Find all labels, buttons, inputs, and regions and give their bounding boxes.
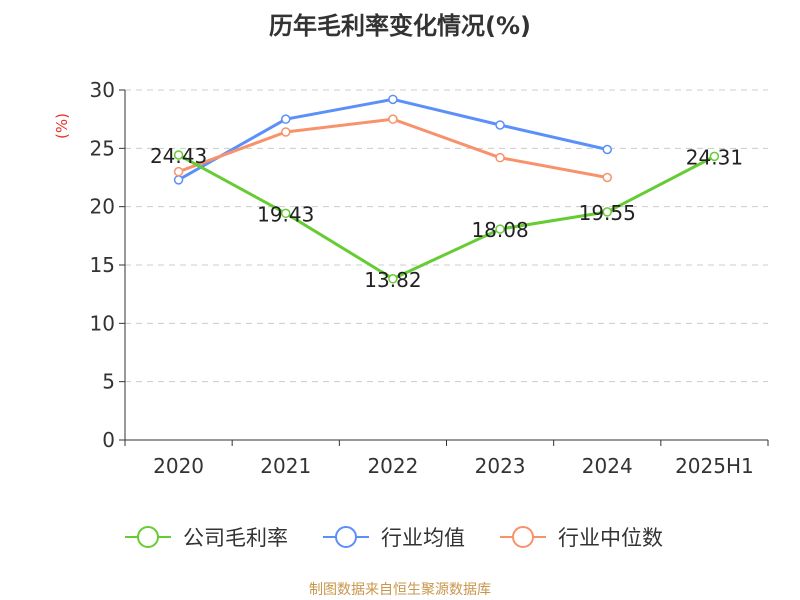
data-labels: 24.43 19.43 13.82 18.08 19.55 24.31 <box>150 144 743 292</box>
y-axis-label: (%) <box>53 113 71 139</box>
data-point <box>602 144 612 155</box>
data-point <box>602 207 612 217</box>
grid-lines <box>125 89 768 383</box>
x-tick-label: 2025H1 <box>675 454 754 478</box>
x-tick-label: 2020 <box>153 454 204 478</box>
series-lines <box>173 94 720 284</box>
data-point <box>388 274 398 284</box>
source-note: 制图数据来自恒生聚源数据库 <box>309 582 491 598</box>
y-tick-label: 10 <box>90 311 115 335</box>
x-tick-label: 2022 <box>367 454 418 478</box>
data-point <box>495 120 505 130</box>
data-point <box>173 175 184 185</box>
x-tick-label: 2024 <box>582 454 633 478</box>
data-point <box>388 114 398 124</box>
legend-marker <box>512 526 534 548</box>
y-tick-label: 25 <box>90 136 115 160</box>
data-point <box>388 94 398 105</box>
data-point <box>173 166 184 177</box>
data-point <box>495 152 505 163</box>
y-tick-label: 0 <box>102 428 115 452</box>
data-label: 19.43 <box>257 202 314 226</box>
legend-label: 行业中位数 <box>558 526 663 550</box>
data-point <box>709 151 720 162</box>
data-point <box>281 127 291 137</box>
x-tick-label: 2023 <box>475 454 526 478</box>
y-tick-label: 15 <box>90 253 115 277</box>
y-tick-label: 30 <box>90 78 115 102</box>
data-label: 24.43 <box>150 144 207 168</box>
series-line <box>177 153 716 281</box>
data-point <box>602 172 612 183</box>
data-point <box>281 114 291 124</box>
data-label: 19.55 <box>579 201 636 225</box>
axes: 0 5 10 15 20 25 30 2020 2021 2022 2023 2024 2025H1 (%… <box>53 78 769 478</box>
chart-title: 历年毛利率变化情况(%) <box>269 12 531 40</box>
data-label: 13.82 <box>364 268 421 292</box>
data-point <box>281 208 291 219</box>
series-line <box>177 97 608 182</box>
legend-marker <box>335 526 357 548</box>
legend-marker <box>137 526 159 548</box>
legend-label: 公司毛利率 <box>183 526 288 550</box>
legend: 公司毛利率 行业均值 行业中位数 <box>125 526 663 550</box>
data-point <box>495 224 505 234</box>
data-label: 18.08 <box>471 218 528 242</box>
y-tick-label: 20 <box>90 195 115 219</box>
data-point <box>173 150 184 160</box>
data-label: 24.31 <box>686 145 743 169</box>
x-tick-label: 2021 <box>260 454 311 478</box>
legend-label: 行业均值 <box>381 526 465 550</box>
y-tick-label: 5 <box>102 370 115 394</box>
